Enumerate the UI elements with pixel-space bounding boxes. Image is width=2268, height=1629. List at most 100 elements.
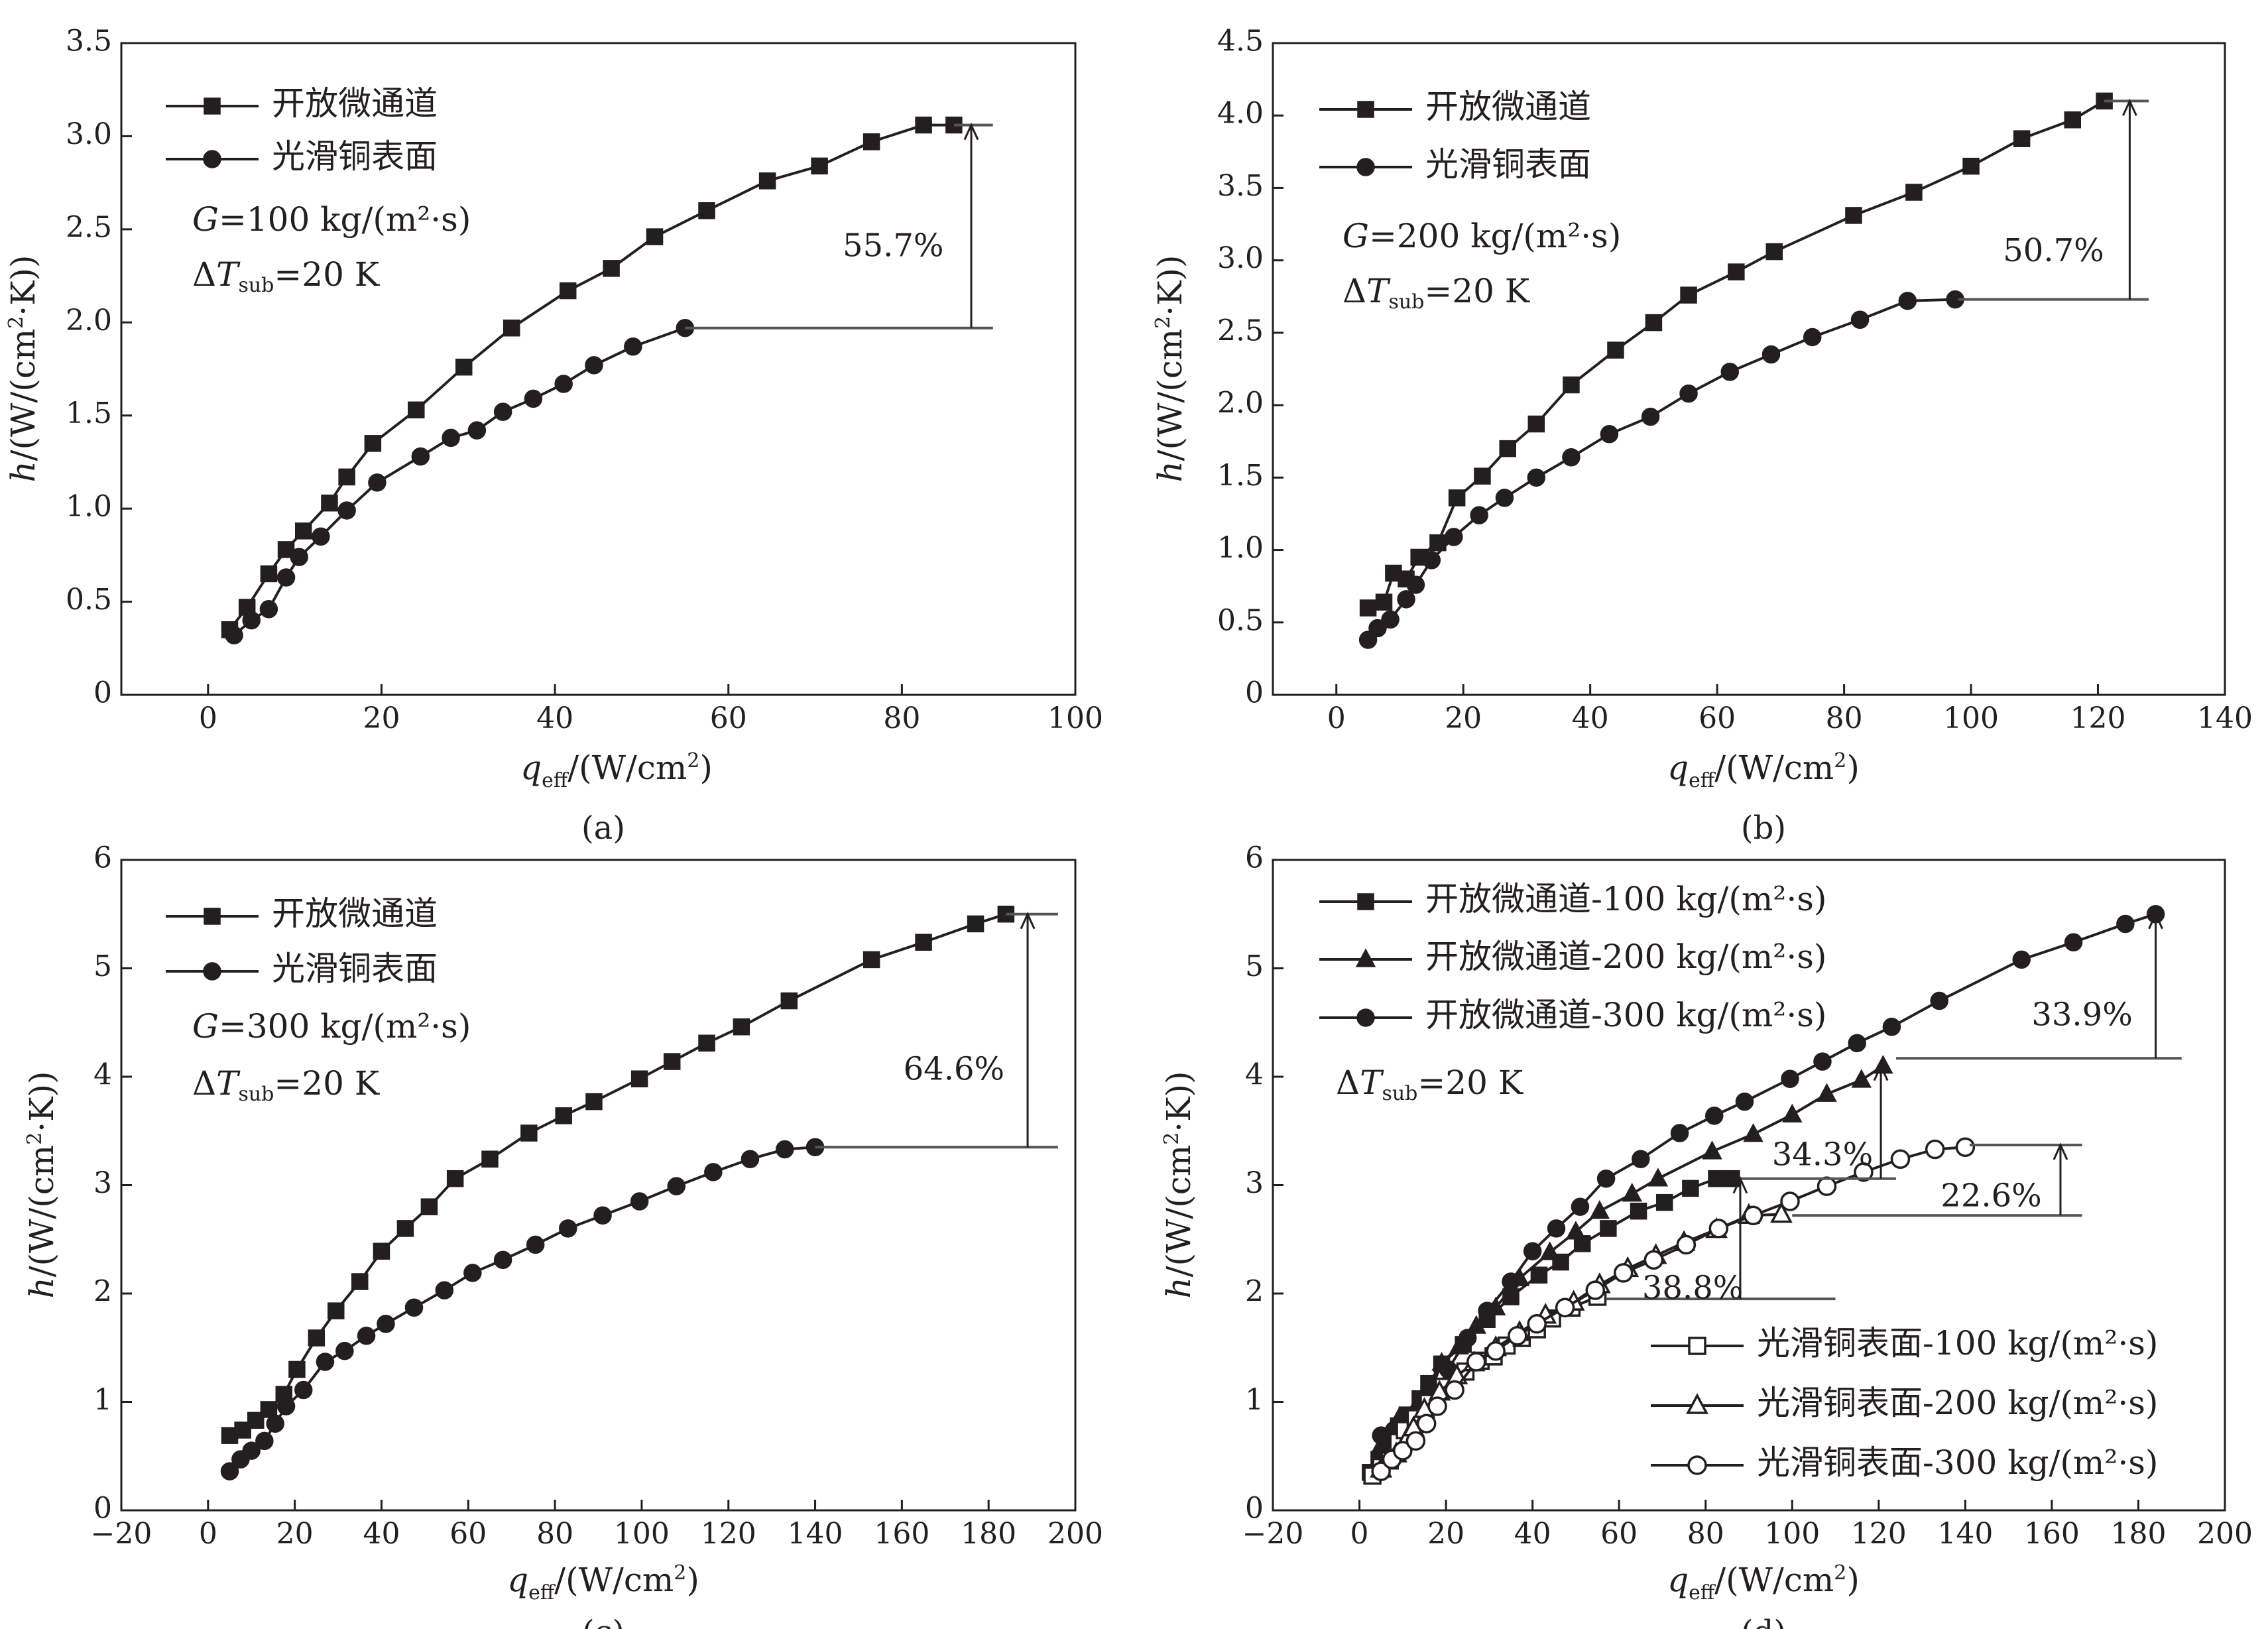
series-1 bbox=[221, 116, 963, 638]
y-tick-label: 0 bbox=[1245, 676, 1264, 710]
data-point bbox=[733, 1018, 750, 1036]
data-point bbox=[1527, 1314, 1547, 1334]
condition-sub: sub bbox=[1382, 1082, 1417, 1105]
data-point bbox=[255, 1431, 274, 1451]
data-point bbox=[220, 1462, 239, 1480]
y-tick-label: 1.0 bbox=[66, 490, 112, 524]
legend-marker bbox=[1357, 101, 1374, 118]
x-tick-label: 120 bbox=[1851, 1517, 1907, 1551]
x-tick-label: 80 bbox=[1687, 1517, 1724, 1551]
data-point bbox=[1613, 1263, 1634, 1283]
condition-text: ΔTsub=20 K bbox=[1343, 272, 1531, 314]
data-point bbox=[1854, 1162, 1874, 1182]
x-tick-label: 20 bbox=[276, 1517, 314, 1551]
data-point bbox=[1470, 506, 1488, 524]
panel-label: (c) bbox=[582, 1614, 625, 1629]
condition-prefix: Δ bbox=[192, 1064, 216, 1103]
data-point bbox=[1427, 1396, 1447, 1416]
x-tick-label: 0 bbox=[199, 1517, 217, 1551]
data-point bbox=[1368, 619, 1387, 638]
data-point bbox=[276, 568, 296, 587]
legend-label: 开放微通道 bbox=[272, 84, 438, 123]
y-tick-label: 6 bbox=[93, 841, 112, 875]
annotation-label: 50.7% bbox=[2003, 232, 2104, 269]
annotation-1: 50.7% bbox=[1958, 98, 2149, 301]
x-tick-label: 100 bbox=[1047, 701, 1103, 735]
x-tick-label: 120 bbox=[701, 1517, 756, 1551]
data-point bbox=[493, 1250, 512, 1270]
x-tick-label: 0 bbox=[1350, 1517, 1369, 1551]
condition-italic: T bbox=[216, 1064, 241, 1103]
data-point bbox=[351, 1273, 369, 1290]
data-point bbox=[1448, 489, 1466, 507]
data-point bbox=[481, 1150, 499, 1168]
data-point bbox=[316, 1353, 335, 1371]
data-point bbox=[1632, 1150, 1650, 1169]
data-point bbox=[2013, 130, 2031, 147]
y-tick-label: 1.0 bbox=[1217, 531, 1264, 565]
legend-item-1: 开放微通道 bbox=[166, 894, 438, 933]
legend-item-1: 开放微通道-100 kg/(m²·s) bbox=[1319, 880, 1826, 918]
x-axis-title: qeff/(W/cm2) bbox=[1667, 1561, 1860, 1604]
data-point bbox=[1728, 263, 1745, 280]
y-tick-label: 0 bbox=[93, 1492, 112, 1526]
data-point bbox=[1898, 292, 1917, 310]
x-tick-label: 40 bbox=[1514, 1517, 1551, 1551]
data-point bbox=[288, 1360, 306, 1378]
data-point bbox=[1571, 1197, 1590, 1216]
data-point bbox=[463, 1264, 482, 1282]
y-axis-title: h/(W/(cm2·K)) bbox=[1151, 255, 1189, 482]
data-point bbox=[1607, 341, 1624, 359]
data-point bbox=[741, 1150, 760, 1169]
data-point bbox=[1813, 1052, 1832, 1071]
data-point bbox=[2116, 914, 2135, 934]
data-point bbox=[2012, 950, 2031, 969]
data-point bbox=[493, 402, 512, 421]
data-point bbox=[1641, 407, 1660, 426]
arrowhead-icon bbox=[2122, 98, 2137, 116]
data-point bbox=[1682, 1179, 1699, 1197]
data-point bbox=[1817, 1083, 1837, 1102]
data-point bbox=[1676, 1235, 1697, 1255]
legend-item-1: 开放微通道 bbox=[166, 84, 438, 123]
data-point bbox=[420, 1198, 438, 1215]
panel-label: (d) bbox=[1741, 1614, 1786, 1629]
data-point bbox=[1925, 1139, 1945, 1160]
data-point bbox=[1530, 1266, 1548, 1284]
data-point bbox=[294, 1380, 313, 1400]
data-point bbox=[1955, 1137, 1976, 1158]
y-tick-label: 3.0 bbox=[1217, 241, 1264, 275]
data-point bbox=[1622, 1182, 1643, 1202]
legend-label: 光滑铜表面-200 kg/(m²·s) bbox=[1757, 1384, 2158, 1422]
data-point bbox=[1845, 207, 1862, 224]
data-point bbox=[2064, 111, 2081, 129]
y-tick-label: 3 bbox=[1245, 1166, 1264, 1200]
legend-item-4: 光滑铜表面-100 kg/(m²·s) bbox=[1651, 1324, 2158, 1362]
data-point bbox=[698, 1034, 715, 1052]
arrowhead-icon bbox=[2053, 1142, 2068, 1160]
condition-rest: =20 K bbox=[274, 255, 380, 294]
data-point bbox=[435, 1281, 454, 1299]
condition-rest: =200 kg/(m²·s) bbox=[1369, 217, 1621, 255]
data-point bbox=[1930, 991, 1948, 1010]
annotation-label: 22.6% bbox=[1940, 1177, 2041, 1215]
data-point bbox=[630, 1070, 648, 1088]
x-tick-label: 180 bbox=[2110, 1517, 2166, 1551]
data-point bbox=[1596, 1169, 1616, 1188]
data-point bbox=[1539, 1241, 1561, 1260]
data-point bbox=[1585, 1280, 1606, 1300]
data-point bbox=[1851, 1069, 1872, 1088]
x-tick-label: 200 bbox=[2197, 1517, 2253, 1551]
x-tick-label: 120 bbox=[2070, 701, 2126, 735]
data-point bbox=[915, 116, 932, 134]
data-point bbox=[1486, 1341, 1506, 1361]
data-point bbox=[408, 401, 425, 419]
x-tick-label: 180 bbox=[961, 1517, 1016, 1551]
legend-item-3: 开放微通道-300 kg/(m²·s) bbox=[1319, 996, 1826, 1034]
x-tick-label: 140 bbox=[1937, 1517, 1993, 1551]
data-point bbox=[863, 951, 880, 969]
data-point bbox=[1890, 1149, 1911, 1170]
data-point bbox=[1478, 1301, 1496, 1320]
y-tick-label: 2.0 bbox=[1217, 387, 1264, 420]
arrowhead-icon bbox=[1732, 1176, 1748, 1194]
